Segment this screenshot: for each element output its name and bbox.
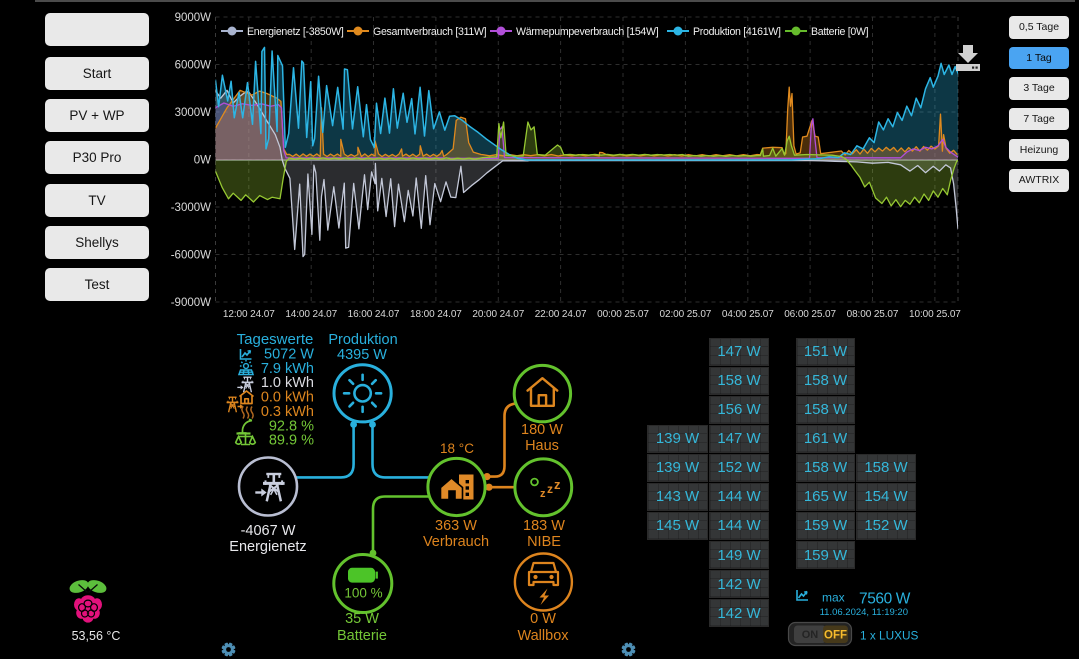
svg-text:Batterie [0W]: Batterie [0W]	[811, 26, 869, 38]
svg-text:1.0 kWh: 1.0 kWh	[261, 375, 314, 391]
svg-text:Wallbox: Wallbox	[517, 628, 569, 644]
svg-text:1 x LUXUS: 1 x LUXUS	[860, 629, 918, 643]
svg-text:14:00 24.07: 14:00 24.07	[285, 309, 337, 320]
svg-text:NIBE: NIBE	[527, 534, 561, 550]
svg-text:0 W: 0 W	[530, 611, 556, 627]
svg-text:-3000W: -3000W	[171, 202, 211, 214]
svg-text:max: max	[822, 591, 845, 605]
svg-text:35 W: 35 W	[345, 611, 379, 627]
svg-text:7.9 kWh: 7.9 kWh	[261, 361, 314, 377]
svg-text:08:00 25.07: 08:00 25.07	[847, 309, 899, 320]
svg-text:89.9 %: 89.9 %	[269, 433, 314, 449]
svg-text:00:00 25.07: 00:00 25.07	[597, 309, 649, 320]
svg-text:53,56 °C: 53,56 °C	[72, 629, 121, 643]
svg-text:-9000W: -9000W	[171, 297, 211, 309]
svg-text:Energienetz: Energienetz	[229, 539, 306, 555]
svg-text:5072 W: 5072 W	[264, 347, 314, 363]
svg-text:183 W: 183 W	[523, 518, 565, 534]
svg-text:Verbrauch: Verbrauch	[423, 534, 489, 550]
svg-text:Batterie: Batterie	[337, 628, 387, 644]
svg-text:-6000W: -6000W	[171, 250, 211, 262]
svg-text:z: z	[547, 482, 553, 496]
svg-text:Wärmepumpeverbrauch [154W]: Wärmepumpeverbrauch [154W]	[516, 26, 659, 38]
svg-text:0.0 kWh: 0.0 kWh	[261, 390, 314, 406]
svg-text:18:00 24.07: 18:00 24.07	[410, 309, 462, 320]
svg-text:92.8 %: 92.8 %	[269, 418, 314, 434]
svg-text:Produktion [4161W]: Produktion [4161W]	[693, 26, 781, 38]
svg-text:04:00 25.07: 04:00 25.07	[722, 309, 774, 320]
svg-text:Tageswerte: Tageswerte	[237, 331, 314, 348]
svg-text:9000W: 9000W	[175, 12, 212, 24]
svg-text:10:00 25.07: 10:00 25.07	[909, 309, 961, 320]
svg-text:ON: ON	[802, 629, 819, 641]
svg-text:z: z	[540, 488, 546, 500]
svg-text:Haus: Haus	[525, 438, 559, 454]
svg-text:4395 W: 4395 W	[337, 347, 387, 363]
svg-text:363 W: 363 W	[435, 518, 477, 534]
svg-text:0W: 0W	[194, 155, 211, 167]
svg-text:22:00 24.07: 22:00 24.07	[535, 309, 587, 320]
svg-text:OFF: OFF	[824, 630, 847, 642]
svg-text:Gesamtverbrauch [311W]: Gesamtverbrauch [311W]	[373, 26, 487, 38]
svg-text:0.3 kWh: 0.3 kWh	[261, 404, 314, 420]
svg-text:z: z	[554, 477, 561, 492]
svg-text:11.06.2024, 11:19:20: 11.06.2024, 11:19:20	[820, 607, 908, 618]
svg-text:180 W: 180 W	[521, 422, 563, 438]
svg-text:06:00 25.07: 06:00 25.07	[784, 309, 836, 320]
svg-text:100 %: 100 %	[344, 586, 382, 601]
svg-text:6000W: 6000W	[175, 60, 212, 72]
svg-text:02:00 25.07: 02:00 25.07	[660, 309, 712, 320]
svg-text:12:00 24.07: 12:00 24.07	[223, 309, 275, 320]
svg-text:7560 W: 7560 W	[859, 591, 911, 608]
svg-text:Energienetz [-3850W]: Energienetz [-3850W]	[247, 26, 344, 38]
svg-text:-4067 W: -4067 W	[241, 523, 296, 539]
svg-text:Produktion: Produktion	[328, 332, 397, 348]
svg-text:16:00 24.07: 16:00 24.07	[348, 309, 400, 320]
svg-text:20:00 24.07: 20:00 24.07	[472, 309, 524, 320]
svg-text:18 °C: 18 °C	[440, 441, 474, 456]
svg-text:3000W: 3000W	[175, 107, 212, 119]
